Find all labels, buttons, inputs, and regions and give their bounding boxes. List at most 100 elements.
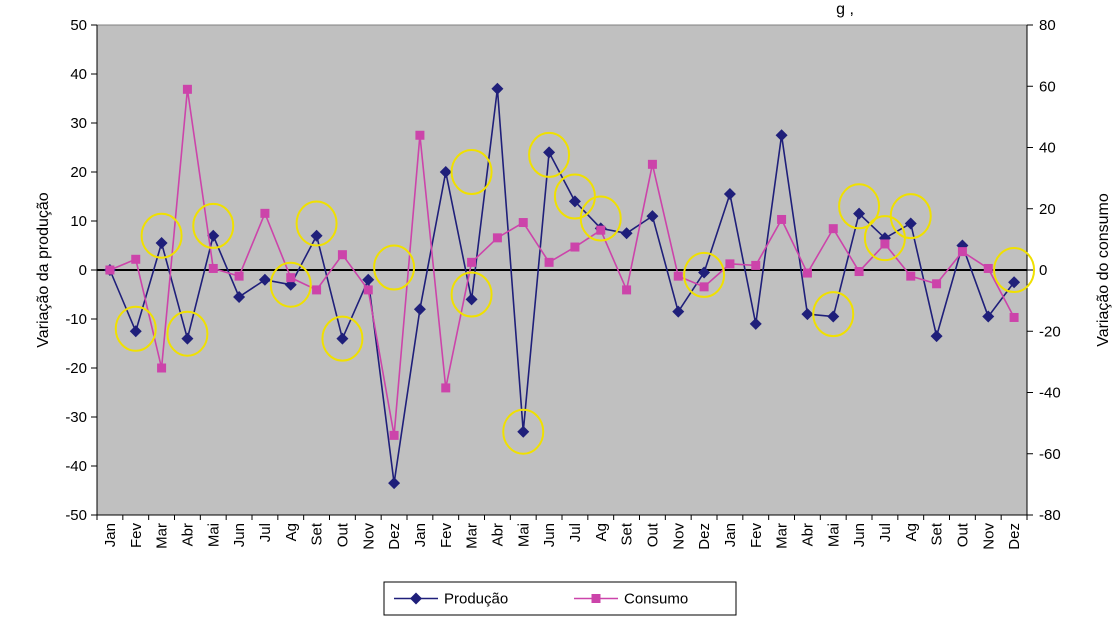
data-point-diamond bbox=[930, 330, 943, 343]
highlight-circle bbox=[579, 195, 622, 242]
x-tick-label: Mar bbox=[154, 523, 171, 549]
data-point-diamond bbox=[491, 82, 504, 95]
data-point-diamond bbox=[207, 229, 220, 242]
data-point-square bbox=[983, 263, 993, 273]
data-point-square bbox=[802, 268, 812, 278]
x-tick-label: Ag bbox=[903, 523, 920, 541]
highlight-circle bbox=[993, 247, 1036, 293]
highlight-circle bbox=[295, 200, 338, 247]
axes: -50 -40 -30 -20 -10 0 10 20 30 40 50 -80 -60 -40 -20 0 2… bbox=[65, 17, 1060, 550]
data-point-square bbox=[596, 225, 606, 235]
x-tick-label: Jun bbox=[851, 523, 868, 547]
highlight-circle bbox=[450, 149, 493, 195]
highlight-circle bbox=[889, 193, 932, 240]
data-point-square bbox=[673, 271, 683, 281]
data-point-square bbox=[131, 254, 141, 264]
x-tick-label: Dez bbox=[1006, 523, 1023, 550]
data-point-square bbox=[234, 271, 244, 281]
data-point-square bbox=[286, 273, 296, 283]
x-tick-label: Dez bbox=[696, 523, 713, 550]
data-point-diamond bbox=[646, 210, 659, 223]
y-tick-label: -30 bbox=[65, 409, 87, 426]
y-tick-label: 30 bbox=[70, 115, 87, 132]
x-tick-label: Fev bbox=[438, 523, 455, 549]
data-point-square bbox=[492, 233, 502, 243]
legend-marker-diamond bbox=[410, 592, 422, 605]
legend-label: Produção bbox=[444, 591, 508, 608]
y-tick-label: 40 bbox=[70, 66, 87, 83]
series-line-Consumo bbox=[109, 89, 1015, 436]
data-point-diamond bbox=[181, 332, 194, 345]
legend-marker-square bbox=[591, 594, 601, 603]
x-tick-label: Out bbox=[954, 522, 971, 547]
data-point-diamond bbox=[749, 317, 762, 330]
highlight-circle bbox=[502, 408, 545, 455]
x-tick-label: Ag bbox=[593, 523, 610, 541]
y2-tick-label: -80 bbox=[1039, 507, 1061, 524]
data-point-diamond bbox=[336, 332, 349, 345]
y-tick-label: -20 bbox=[65, 360, 87, 377]
data-point-diamond bbox=[775, 129, 788, 142]
x-tick-label: Set bbox=[309, 522, 326, 545]
data-point-diamond bbox=[672, 305, 685, 318]
y-tick-label: 0 bbox=[79, 262, 87, 279]
y-tick-label: 10 bbox=[70, 213, 87, 230]
x-tick-label: Set bbox=[929, 522, 946, 545]
highlight-circle bbox=[140, 212, 183, 259]
data-point-diamond bbox=[362, 273, 375, 286]
chart-title: g , bbox=[836, 1, 854, 18]
y2-tick-label: 80 bbox=[1039, 17, 1056, 34]
data-point-diamond bbox=[982, 310, 995, 323]
data-point-square bbox=[363, 285, 373, 295]
data-point-diamond bbox=[129, 325, 142, 338]
data-point-square bbox=[570, 242, 580, 252]
y-tick-label: -50 bbox=[65, 507, 87, 524]
x-tick-label: Jan bbox=[722, 523, 739, 547]
x-tick-label: Set bbox=[619, 522, 636, 545]
y-tick-label: -40 bbox=[65, 458, 87, 475]
data-point-square bbox=[1009, 312, 1019, 322]
data-point-square bbox=[828, 224, 838, 234]
x-tick-label: Jun bbox=[541, 523, 558, 547]
data-point-square bbox=[312, 285, 322, 295]
highlight-circle bbox=[166, 310, 209, 357]
data-point-square bbox=[957, 247, 967, 257]
data-point-diamond bbox=[258, 273, 271, 286]
highlight-circle bbox=[528, 131, 571, 178]
highlight-circle bbox=[683, 251, 726, 298]
data-point-square bbox=[544, 257, 554, 267]
y2-tick-label: -40 bbox=[1039, 385, 1061, 402]
data-point-square bbox=[337, 250, 347, 260]
data-point-diamond bbox=[310, 229, 323, 242]
x-tick-label: Fev bbox=[748, 523, 765, 549]
data-point-square bbox=[518, 218, 528, 228]
y2-tick-label: 0 bbox=[1039, 262, 1047, 279]
x-tick-label: Jul bbox=[257, 523, 274, 542]
data-point-square bbox=[751, 260, 761, 270]
y2-tick-label: 20 bbox=[1039, 201, 1056, 218]
data-point-square bbox=[441, 383, 451, 393]
data-point-square bbox=[208, 263, 218, 273]
data-point-diamond bbox=[801, 308, 814, 321]
data-point-square bbox=[415, 130, 425, 140]
highlight-circle bbox=[450, 271, 493, 318]
data-point-diamond bbox=[155, 237, 168, 250]
data-point-square bbox=[260, 208, 270, 218]
x-tick-label: Mar bbox=[464, 523, 481, 549]
data-point-diamond bbox=[543, 146, 556, 159]
y-tick-label: 50 bbox=[70, 17, 87, 34]
x-tick-label: Mai bbox=[515, 523, 532, 547]
x-tick-label: Nov bbox=[980, 523, 997, 550]
x-tick-label: Out bbox=[334, 522, 351, 547]
x-tick-label: Jun bbox=[231, 523, 248, 547]
x-tick-label: Fev bbox=[128, 523, 145, 549]
data-point-square bbox=[182, 84, 192, 94]
x-tick-label: Abr bbox=[799, 523, 816, 546]
x-tick-label: Nov bbox=[670, 523, 687, 550]
data-point-diamond bbox=[439, 166, 452, 178]
data-point-square bbox=[105, 265, 115, 275]
y-tick-label: 20 bbox=[70, 164, 87, 181]
x-tick-label: Dez bbox=[386, 523, 403, 550]
legend-label: Consumo bbox=[624, 591, 688, 608]
